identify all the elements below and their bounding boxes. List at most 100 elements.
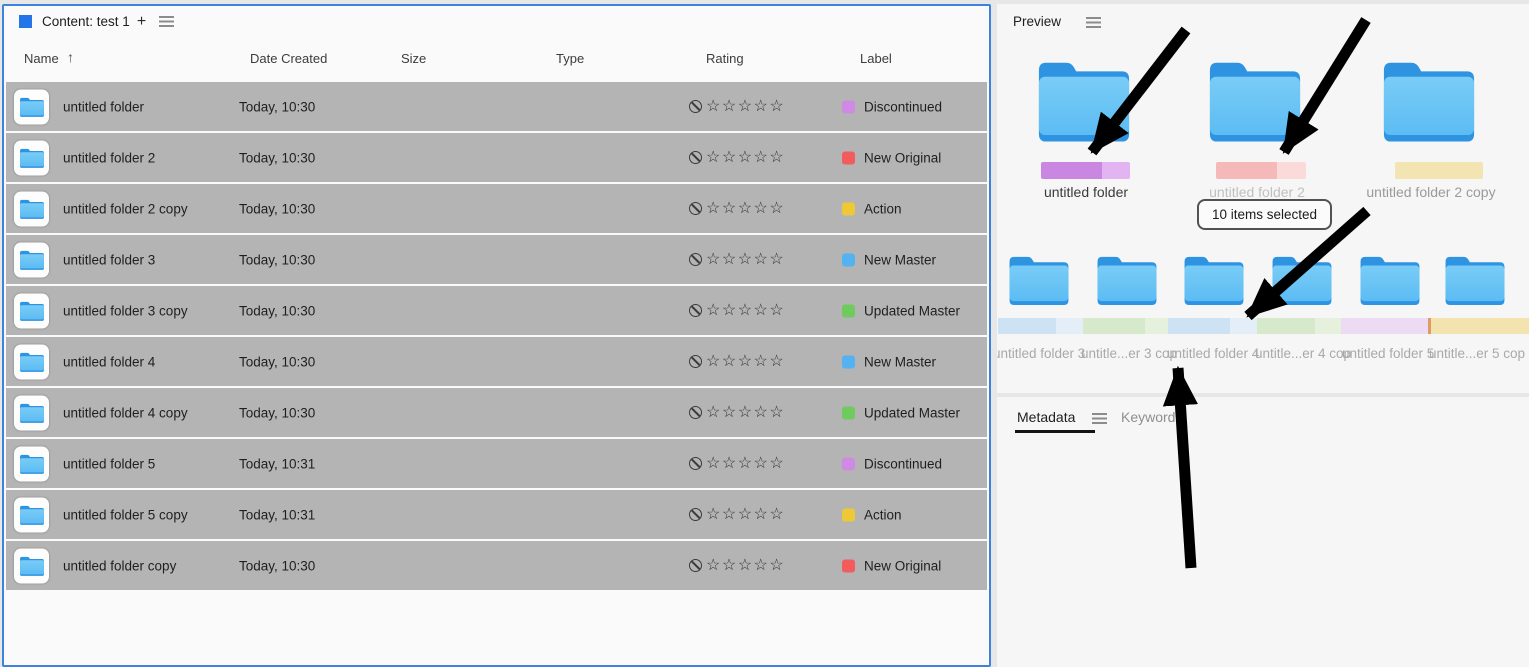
preview-folder-name-small: untitle...er 3 cop [1081, 346, 1178, 361]
preview-folder-thumbnail-small[interactable] [1443, 251, 1507, 309]
folder-thumbnail-icon [14, 293, 49, 328]
table-row[interactable]: untitled folder 3 copy Today, 10:30 ☆☆☆☆… [6, 286, 987, 335]
preview-folder-thumbnail[interactable] [1380, 53, 1478, 148]
rating-control[interactable]: ☆☆☆☆☆ [689, 556, 786, 574]
preview-folder-thumbnail-small[interactable] [1182, 251, 1246, 309]
date-created: Today, 10:30 [239, 252, 316, 267]
rating-control[interactable]: ☆☆☆☆☆ [689, 148, 786, 166]
table-row[interactable]: untitled folder 5 Today, 10:31 ☆☆☆☆☆ Dis… [6, 439, 987, 488]
folder-thumbnail-icon [14, 242, 49, 277]
label-text: New Master [864, 354, 937, 369]
rating-control[interactable]: ☆☆☆☆☆ [689, 301, 786, 319]
rating-control[interactable]: ☆☆☆☆☆ [689, 352, 786, 370]
label-strip-segment [1230, 318, 1257, 334]
label-color-chip [842, 355, 855, 368]
date-created: Today, 10:30 [239, 558, 316, 573]
preview-panel: Preview untitled folder untitled folder … [997, 4, 1529, 393]
table-row[interactable]: untitled folder 2 Today, 10:30 ☆☆☆☆☆ New… [6, 133, 987, 182]
sort-ascending-icon[interactable]: ↑ [67, 49, 74, 65]
content-tab-bar: Content: test 1 + [4, 6, 989, 37]
table-row[interactable]: untitled folder 4 copy Today, 10:30 ☆☆☆☆… [6, 388, 987, 437]
rating-control[interactable]: ☆☆☆☆☆ [689, 505, 786, 523]
preview-folder-thumbnail[interactable] [1035, 53, 1133, 148]
label-color-chip [842, 151, 855, 164]
table-row[interactable]: untitled folder 2 copy Today, 10:30 ☆☆☆☆… [6, 184, 987, 233]
metadata-panel-menu-icon[interactable] [1092, 413, 1107, 424]
preview-panel-menu-icon[interactable] [1086, 17, 1101, 28]
content-tab-color-icon [19, 15, 32, 28]
no-rating-icon[interactable] [689, 355, 702, 368]
rating-stars[interactable]: ☆☆☆☆☆ [706, 97, 786, 115]
rating-stars[interactable]: ☆☆☆☆☆ [706, 505, 786, 523]
column-header-rating[interactable]: Rating [706, 51, 744, 66]
column-header-type[interactable]: Type [556, 51, 585, 66]
rating-control[interactable]: ☆☆☆☆☆ [689, 199, 786, 217]
label-color-chip [842, 253, 855, 266]
column-header-label[interactable]: Label [860, 51, 892, 66]
preview-folder-thumbnail[interactable] [1206, 53, 1304, 148]
label-bar [1216, 162, 1306, 179]
file-name: untitled folder 5 copy [63, 507, 188, 522]
rating-control[interactable]: ☆☆☆☆☆ [689, 97, 786, 115]
table-row[interactable]: untitled folder 3 Today, 10:30 ☆☆☆☆☆ New… [6, 235, 987, 284]
label-text: Updated Master [864, 303, 961, 318]
label-color-chip [842, 508, 855, 521]
no-rating-icon[interactable] [689, 253, 702, 266]
rating-control[interactable]: ☆☆☆☆☆ [689, 454, 786, 472]
preview-folder-name-small: untitled folder 4 [1167, 346, 1260, 361]
preview-folder-thumbnail-small[interactable] [1358, 251, 1422, 309]
label-text: Discontinued [864, 456, 943, 471]
rating-stars[interactable]: ☆☆☆☆☆ [706, 352, 786, 370]
column-header-date-created[interactable]: Date Created [250, 51, 328, 66]
preview-folder-name-small: untitled folder 5 [1342, 346, 1435, 361]
no-rating-icon[interactable] [689, 508, 702, 521]
preview-folder-name: untitled folder 2 copy [1366, 184, 1496, 200]
label-strip-segment [1428, 318, 1431, 334]
table-row[interactable]: untitled folder Today, 10:30 ☆☆☆☆☆ Disco… [6, 82, 987, 131]
rating-stars[interactable]: ☆☆☆☆☆ [706, 301, 786, 319]
date-created: Today, 10:31 [239, 507, 316, 522]
rating-control[interactable]: ☆☆☆☆☆ [689, 250, 786, 268]
table-row[interactable]: untitled folder copy Today, 10:30 ☆☆☆☆☆ … [6, 541, 987, 590]
rating-stars[interactable]: ☆☆☆☆☆ [706, 250, 786, 268]
date-created: Today, 10:30 [239, 303, 316, 318]
label-color-chip [842, 406, 855, 419]
no-rating-icon[interactable] [689, 457, 702, 470]
preview-folder-name-small: untitled folder 3 [997, 346, 1086, 361]
label-color-chip [842, 202, 855, 215]
column-header-size[interactable]: Size [401, 51, 427, 66]
active-tab-underline [1015, 430, 1095, 433]
rating-stars[interactable]: ☆☆☆☆☆ [706, 148, 786, 166]
rating-stars[interactable]: ☆☆☆☆☆ [706, 403, 786, 421]
rating-stars[interactable]: ☆☆☆☆☆ [706, 454, 786, 472]
tab-keywords[interactable]: Keywords [1121, 409, 1183, 425]
rating-stars[interactable]: ☆☆☆☆☆ [706, 556, 786, 574]
label-strip-segment [1257, 318, 1315, 334]
metadata-panel: Metadata Keywords [997, 397, 1529, 667]
rating-stars[interactable]: ☆☆☆☆☆ [706, 199, 786, 217]
no-rating-icon[interactable] [689, 202, 702, 215]
add-tab-button[interactable]: + [136, 12, 147, 30]
preview-folder-thumbnail-small[interactable] [1270, 251, 1334, 309]
label-strip-segment [1431, 318, 1529, 334]
no-rating-icon[interactable] [689, 100, 702, 113]
no-rating-icon[interactable] [689, 151, 702, 164]
rating-control[interactable]: ☆☆☆☆☆ [689, 403, 786, 421]
preview-folder-thumbnail-small[interactable] [1007, 251, 1071, 309]
folder-thumbnail-icon [14, 548, 49, 583]
table-row[interactable]: untitled folder 4 Today, 10:30 ☆☆☆☆☆ New… [6, 337, 987, 386]
column-header-name[interactable]: Name [24, 51, 59, 66]
tab-metadata[interactable]: Metadata [1017, 409, 1076, 425]
label-strip-segment [1083, 318, 1145, 334]
no-rating-icon[interactable] [689, 304, 702, 317]
table-row[interactable]: untitled folder 5 copy Today, 10:31 ☆☆☆☆… [6, 490, 987, 539]
content-panel: Content: test 1 + Name ↑ Date Created Si… [2, 4, 991, 667]
no-rating-icon[interactable] [689, 559, 702, 572]
no-rating-icon[interactable] [689, 406, 702, 419]
label-color-chip [842, 559, 855, 572]
folder-thumbnail-icon [14, 89, 49, 124]
preview-folder-thumbnail-small[interactable] [1095, 251, 1159, 309]
content-panel-menu-icon[interactable] [159, 16, 175, 27]
preview-folder-name: untitled folder [1043, 184, 1129, 200]
content-tab-title[interactable]: Content: test 1 [42, 14, 130, 29]
